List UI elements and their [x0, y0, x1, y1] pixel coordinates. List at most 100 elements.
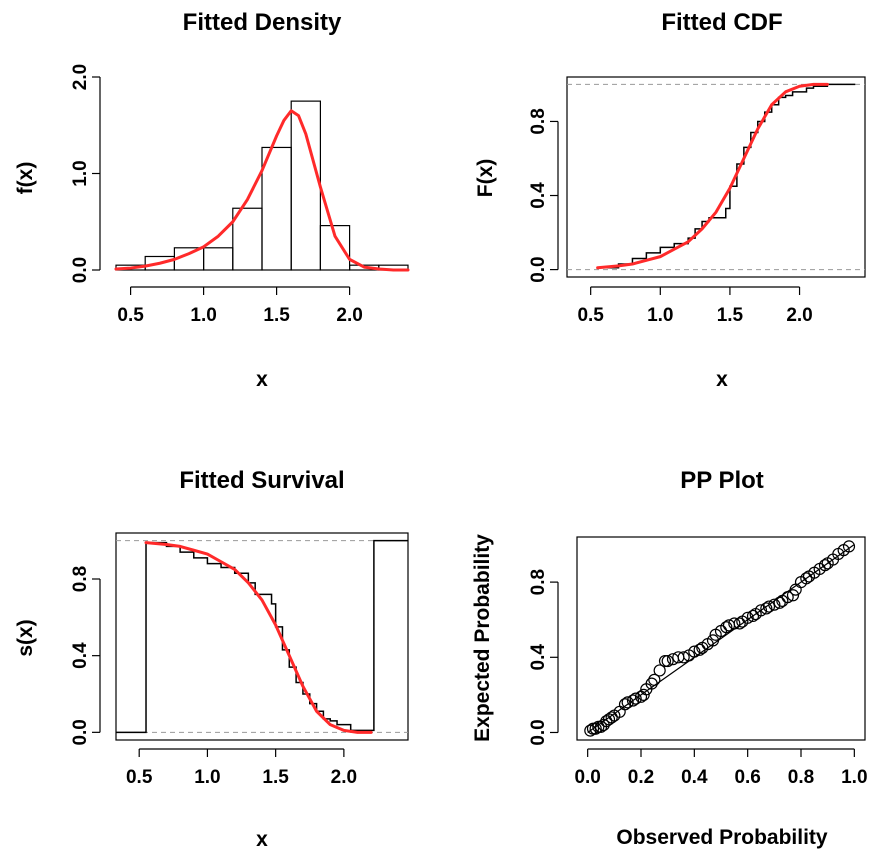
diagonal-reference-line — [587, 544, 855, 733]
panel-fitted-survival: Fitted Survival x s(x) 0.5 1.0 1.5 2.0 0.0 0.… — [14, 467, 409, 851]
panel-fitted-cdf: Fitted CDF x F(x) 0.5 1.0 1.5 2.0 0.0 0.4 0.8 — [474, 9, 866, 391]
y-axis-label: F(x) — [474, 159, 497, 198]
x-tick-label: 1.5 — [263, 305, 290, 326]
panel-pp-plot: PP Plot Observed Probability Expected Pr… — [471, 467, 868, 849]
data-point — [693, 643, 706, 656]
panel-fitted-density: Fitted Density x f(x) 0.5 1.0 1.5 2.0 0.0 1.0… — [14, 9, 410, 391]
marks — [584, 540, 856, 737]
x-axis-label: x — [256, 368, 268, 391]
empirical-step-line — [597, 83, 856, 269]
data-point — [818, 559, 832, 572]
y-axis-label: s(x) — [14, 619, 37, 656]
data-point — [645, 677, 658, 690]
data-point — [728, 617, 741, 630]
plot-frame — [576, 536, 866, 741]
x-tick-label: 0.6 — [734, 767, 760, 788]
data-point — [773, 596, 786, 609]
data-point — [584, 724, 597, 737]
y-tick-label: 1.0 — [70, 160, 91, 186]
x-axis-label: x — [256, 828, 268, 851]
data-point — [621, 696, 634, 709]
panel-title: Fitted Survival — [179, 467, 344, 494]
data-point — [706, 634, 720, 647]
y-tick-label: 0.0 — [70, 719, 91, 745]
x-tick-label: 1.0 — [190, 305, 216, 326]
marks — [567, 82, 865, 271]
y-tick-label: 0.0 — [528, 719, 549, 745]
marks — [114, 100, 410, 272]
x-tick-label: 0.4 — [681, 767, 708, 788]
data-point — [629, 692, 642, 705]
data-point — [720, 621, 733, 634]
x-tick-label: 1.5 — [262, 767, 289, 788]
data-point — [589, 722, 602, 735]
y-tick-label: 0.4 — [70, 642, 91, 669]
data-point — [746, 609, 760, 623]
x-tick-label: 0.0 — [574, 767, 600, 788]
axes: 0.5 1.0 1.5 2.0 0.0 0.4 0.8 — [528, 76, 866, 326]
x-axis-label: x — [716, 368, 728, 391]
y-tick-label: 0.8 — [528, 108, 549, 134]
y-axis-label: f(x) — [14, 162, 37, 195]
histogram-bar — [319, 225, 351, 271]
fitted-curve — [144, 541, 373, 734]
histogram-bar — [290, 100, 322, 271]
y-tick-label: 0.4 — [528, 644, 549, 671]
x-tick-label: 1.0 — [647, 305, 673, 326]
data-point — [762, 600, 776, 613]
data-point — [754, 604, 768, 617]
x-tick-label: 2.0 — [786, 305, 812, 326]
data-point — [605, 711, 618, 724]
data-point — [786, 589, 800, 602]
x-tick-label: 1.0 — [841, 767, 867, 788]
data-point — [653, 664, 666, 677]
y-tick-label: 0.8 — [528, 569, 549, 595]
x-tick-label: 2.0 — [331, 767, 357, 788]
data-point — [626, 694, 640, 707]
plot-frame — [566, 76, 866, 278]
data-point — [618, 698, 632, 711]
marks — [116, 539, 408, 734]
panel-title: PP Plot — [680, 467, 764, 494]
data-point — [741, 611, 754, 624]
x-tick-label: 0.2 — [628, 767, 654, 788]
panel-title: Fitted CDF — [661, 9, 782, 36]
x-tick-label: 2.0 — [336, 305, 362, 326]
data-point — [733, 617, 746, 630]
x-tick-label: 0.5 — [117, 305, 144, 326]
data-point — [648, 673, 661, 686]
y-tick-label: 0.8 — [70, 566, 91, 592]
x-tick-label: 0.5 — [126, 767, 153, 788]
empirical-step-line — [116, 539, 408, 734]
axes: 0.5 1.0 1.5 2.0 0.0 1.0 2.0 — [70, 64, 363, 326]
x-tick-label: 1.0 — [194, 767, 220, 788]
data-point — [781, 591, 794, 604]
fitted-curve — [596, 82, 829, 270]
data-point — [760, 602, 773, 615]
data-point — [658, 654, 672, 668]
x-tick-label: 0.8 — [788, 767, 814, 788]
x-tick-label: 0.5 — [577, 305, 604, 326]
plot-frame — [115, 532, 409, 741]
histogram-bar — [261, 146, 292, 271]
x-tick-label: 1.5 — [717, 305, 744, 326]
data-point — [800, 572, 813, 585]
data-point — [677, 651, 690, 664]
y-tick-label: 2.0 — [70, 64, 91, 90]
data-point — [586, 722, 600, 735]
data-point — [842, 540, 856, 553]
y-tick-label: 0.4 — [528, 182, 549, 209]
panel-title: Fitted Density — [183, 9, 342, 36]
data-point — [661, 654, 674, 668]
data-point — [637, 688, 650, 701]
y-axis-label: Expected Probability — [471, 534, 494, 742]
data-point — [688, 645, 701, 658]
fitted-curve — [114, 109, 410, 272]
data-point — [592, 720, 605, 733]
x-axis-label: Observed Probability — [616, 826, 828, 849]
axes: 0.0 0.2 0.4 0.6 0.8 1.0 0.0 0.4 0.8 — [528, 536, 868, 788]
histogram-bar — [203, 247, 234, 271]
data-point — [768, 598, 781, 611]
y-tick-label: 0.0 — [70, 257, 91, 283]
